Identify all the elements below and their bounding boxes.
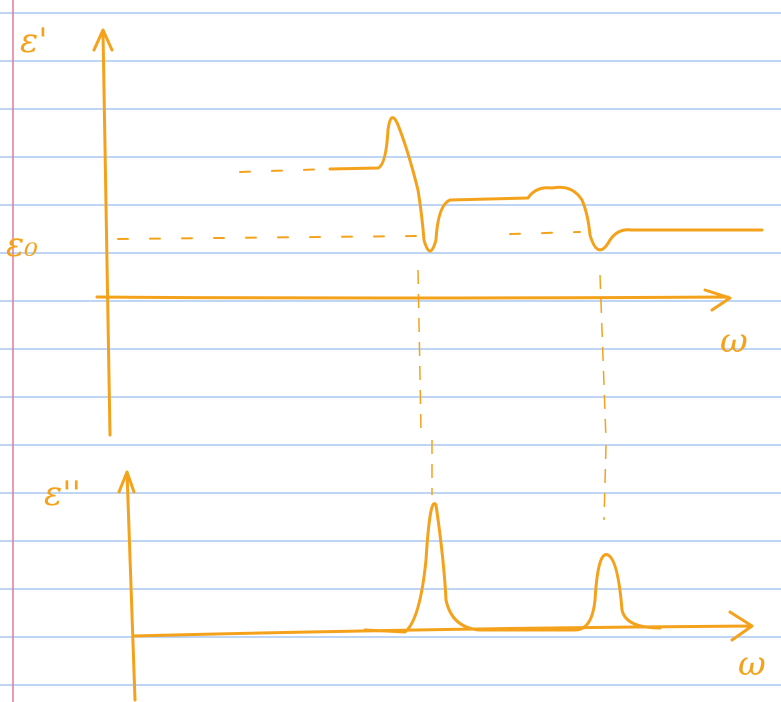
y-label: ε'' [44, 474, 81, 514]
epsilon-double-prime-curve [365, 504, 660, 632]
notebook-sketch: ε' ε₀ ω ε'' ω [0, 0, 781, 702]
plateau-dash-2 [510, 232, 580, 234]
top-plot: ε' ε₀ ω [6, 21, 762, 440]
y-label: ε' [20, 21, 48, 61]
y-axis [94, 30, 112, 435]
y-axis [119, 472, 135, 700]
x-axis [97, 290, 730, 310]
guide [604, 445, 606, 520]
bottom-plot: ε'' ω [44, 440, 766, 700]
baseline-label: ε₀ [6, 225, 38, 265]
x-label: ω [738, 644, 766, 684]
ruled-paper [0, 0, 781, 702]
baseline-dash [118, 236, 420, 239]
x-axis [133, 612, 752, 640]
guide [418, 270, 421, 430]
x-label: ω [720, 321, 748, 361]
epsilon-prime-curve [330, 118, 762, 251]
guide [600, 275, 606, 440]
plateau-dash [240, 169, 330, 172]
